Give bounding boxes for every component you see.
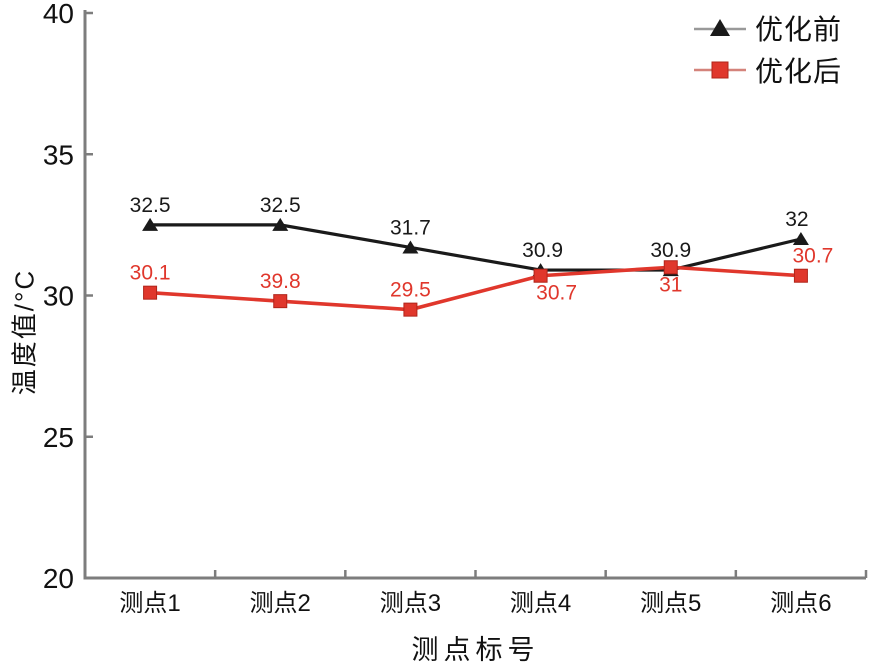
data-point-square xyxy=(403,302,418,317)
y-tick-label: 35 xyxy=(43,139,74,170)
x-category-label: 测点1 xyxy=(119,590,180,617)
data-point-square xyxy=(273,294,288,309)
legend-label-before: 优化前 xyxy=(755,14,843,45)
x-category-label: 测点2 xyxy=(250,590,311,617)
x-category-label: 测点5 xyxy=(640,590,701,617)
y-tick-label: 25 xyxy=(43,422,74,453)
square-marker-icon xyxy=(694,61,746,79)
x-category-label: 测点6 xyxy=(770,590,831,617)
data-point-label: 32 xyxy=(785,208,808,231)
y-tick-label: 20 xyxy=(43,563,74,594)
data-point-square xyxy=(663,260,678,275)
chart-legend: 优化前 优化后 xyxy=(694,10,842,88)
data-point-label: 32.5 xyxy=(260,194,301,217)
x-axis-title: 测点标号 xyxy=(411,635,540,665)
data-point-label: 30.7 xyxy=(536,282,577,305)
series-line-0 xyxy=(150,223,802,272)
x-category-label: 测点3 xyxy=(380,590,441,617)
data-point-label: 32.5 xyxy=(130,194,171,217)
data-point-triangle xyxy=(272,217,289,231)
data-point-square xyxy=(793,268,808,283)
data-point-label: 30.9 xyxy=(522,239,563,262)
data-point-label: 30.7 xyxy=(792,245,833,268)
data-point-square xyxy=(143,285,158,300)
data-point-triangle xyxy=(792,232,809,245)
data-point-label: 30.9 xyxy=(650,239,691,262)
x-category-label: 测点4 xyxy=(510,590,571,617)
data-point-triangle xyxy=(142,217,159,231)
legend-label-after: 优化后 xyxy=(755,56,843,87)
data-point-label: 29.5 xyxy=(390,279,431,302)
y-tick-label: 30 xyxy=(43,281,74,312)
series-line-1 xyxy=(149,265,802,312)
y-axis-title: 温度值/°C xyxy=(9,268,40,396)
data-point-label: 31 xyxy=(659,273,682,296)
data-point-label: 30.1 xyxy=(130,262,171,285)
triangle-marker-icon xyxy=(694,19,746,36)
data-point-square xyxy=(533,268,548,283)
data-point-label: 31.7 xyxy=(390,216,431,239)
y-tick-label: 40 xyxy=(43,0,74,29)
data-point-triangle xyxy=(402,240,419,254)
data-point-label: 39.8 xyxy=(260,270,301,293)
legend-item-before-optimization: 优化前 xyxy=(694,10,842,46)
legend-item-after-optimization: 优化后 xyxy=(694,52,842,88)
